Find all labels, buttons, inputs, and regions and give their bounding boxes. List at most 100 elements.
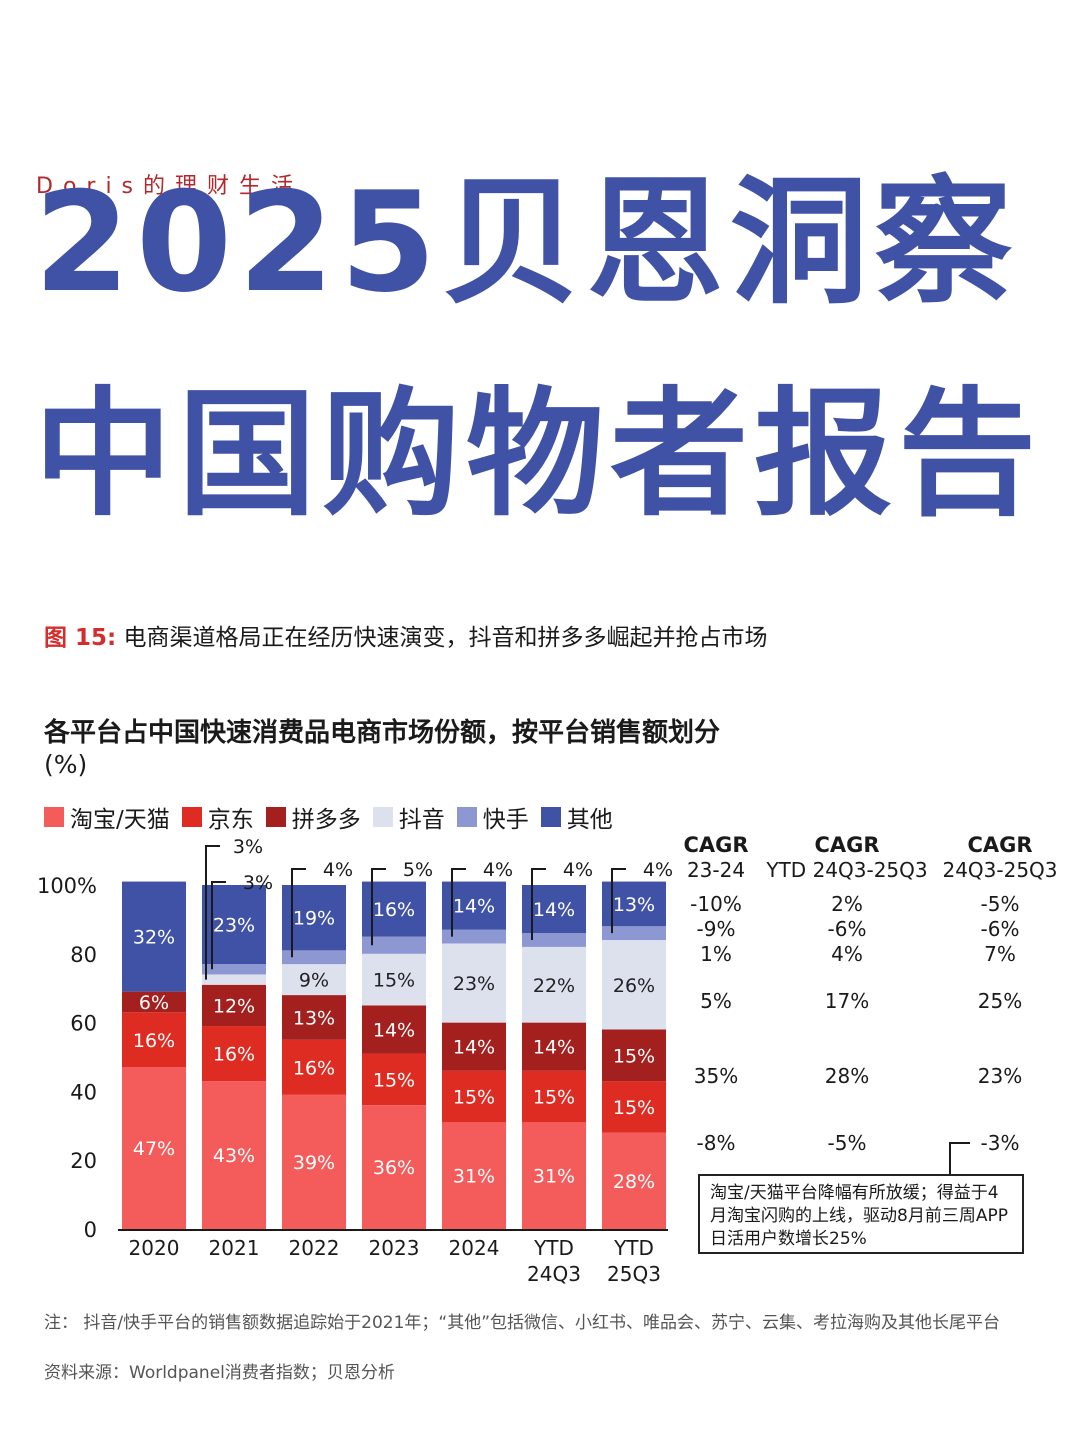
bar-segment	[202, 984, 266, 1027]
callout-label: 3%	[243, 872, 273, 894]
callout-leader	[451, 868, 466, 937]
data-label: 16%	[373, 899, 415, 921]
bar-segment	[442, 1022, 506, 1071]
legend-label: 抖音	[398, 807, 445, 833]
annotation-box: 淘宝/天猫平台降幅有所放缓；得益于4月淘宝闪购的上线，驱动8月前三周APP日活用…	[698, 1174, 1024, 1254]
legend-label: 淘宝/天猫	[70, 807, 170, 833]
data-label: 15%	[533, 1087, 575, 1109]
cagr-value: 2%	[831, 892, 863, 916]
cagr-subheader: 23-24	[687, 858, 745, 882]
bar-segment	[602, 1132, 666, 1229]
bar-segment	[122, 991, 186, 1013]
x-tick-label: 2024	[449, 1236, 500, 1260]
bar-segment	[362, 953, 426, 1006]
bar-segment	[362, 1105, 426, 1229]
data-label: 16%	[133, 1030, 175, 1052]
callout-leader	[205, 845, 220, 980]
legend-swatch	[44, 807, 64, 827]
callout-label: 4%	[483, 859, 513, 881]
bar-segment	[282, 1094, 346, 1229]
cagr-value: -8%	[697, 1131, 736, 1155]
y-tick-label: 40	[70, 1080, 97, 1104]
cagr-header: CAGR	[683, 833, 748, 857]
y-tick-label: 60	[70, 1012, 97, 1036]
annotation-leader	[949, 1142, 970, 1174]
data-label: 36%	[373, 1157, 415, 1179]
bar-segment	[442, 929, 506, 944]
data-label: 15%	[373, 1069, 415, 1091]
bar-segment	[522, 1022, 586, 1071]
legend-label: 拼多多	[291, 807, 361, 833]
legend-item-douyin: 抖音	[372, 800, 445, 834]
x-tick-label: 2021	[209, 1236, 260, 1260]
callout-leader	[611, 868, 626, 934]
data-label: 14%	[533, 1037, 575, 1059]
legend-swatch	[456, 807, 477, 827]
data-label: 19%	[293, 908, 335, 930]
bar-segment	[602, 1029, 666, 1082]
legend-swatch	[540, 807, 561, 827]
data-label: 15%	[613, 1045, 655, 1067]
callout-leader	[371, 868, 386, 946]
chart-legend: 淘宝/天猫 京东 拼多多 抖音 快手 其他	[44, 800, 613, 834]
legend-swatch	[372, 807, 393, 827]
bar-segment	[442, 943, 506, 1023]
cagr-value: 17%	[825, 989, 869, 1013]
x-tick-label: 2023	[369, 1236, 420, 1260]
data-label: 14%	[533, 899, 575, 921]
data-label: 14%	[373, 1019, 415, 1041]
data-label: 9%	[299, 970, 329, 992]
chart-unit: (%)	[44, 750, 88, 779]
legend-label: 其他	[566, 807, 613, 833]
chart-title: 各平台占中国快速消费品电商市场份额，按平台销售额划分	[44, 718, 721, 748]
data-label: 6%	[139, 992, 169, 1014]
data-label: 15%	[613, 1097, 655, 1119]
cagr-value: 23%	[978, 1064, 1022, 1088]
legend-label: 快手	[482, 807, 529, 833]
cagr-value: 25%	[978, 989, 1022, 1013]
x-tick-label: YTD	[533, 1236, 574, 1260]
bar-segment	[282, 995, 346, 1040]
data-label: 13%	[613, 894, 655, 916]
data-label: 15%	[453, 1087, 495, 1109]
bar-segment	[202, 974, 266, 985]
y-tick-label: 20	[70, 1149, 97, 1173]
data-label: 14%	[453, 896, 495, 918]
bar-segment	[362, 936, 426, 954]
legend-swatch	[265, 807, 286, 827]
data-label: 23%	[213, 915, 255, 937]
bar-segment	[202, 1026, 266, 1082]
data-label: 43%	[213, 1145, 255, 1167]
bar-segment	[362, 1053, 426, 1106]
figure-caption: 图 15: 电商渠道格局正在经历快速演变，抖音和拼多多崛起并抢占市场	[44, 618, 768, 652]
data-label: 26%	[613, 975, 655, 997]
x-tick-label: 2020	[129, 1236, 180, 1260]
data-label: 28%	[613, 1171, 655, 1193]
bar-segment	[522, 946, 586, 1023]
x-tick-label: 2022	[289, 1236, 340, 1260]
brand-name: Doris的理财生活	[36, 174, 304, 199]
legend-swatch	[181, 807, 202, 827]
data-label: 22%	[533, 975, 575, 997]
bar-segment	[362, 1005, 426, 1054]
bar-segment	[122, 1012, 186, 1068]
legend-item-others: 其他	[540, 800, 613, 834]
cagr-value: 4%	[831, 942, 863, 966]
bar-segment	[282, 1039, 346, 1095]
data-label: 31%	[453, 1166, 495, 1188]
cagr-value: 35%	[694, 1064, 738, 1088]
bar-segment	[602, 1081, 666, 1133]
data-label: 47%	[133, 1138, 175, 1160]
bar-segment	[282, 950, 346, 965]
cagr-value: -6%	[981, 917, 1020, 941]
bar-segment	[202, 964, 266, 975]
bar-segment	[522, 1122, 586, 1229]
chart-note: 注： 抖音/快手平台的销售额数据追踪始于2021年；“其他”包括微信、小红书、唯…	[44, 1313, 1001, 1333]
cagr-value: -9%	[697, 917, 736, 941]
cagr-subheader: YTD 24Q3-25Q3	[765, 858, 927, 882]
data-label: 14%	[453, 1037, 495, 1059]
cagr-header: CAGR	[814, 833, 879, 857]
data-label: 39%	[293, 1152, 335, 1174]
legend-item-kuaishou: 快手	[456, 800, 529, 834]
